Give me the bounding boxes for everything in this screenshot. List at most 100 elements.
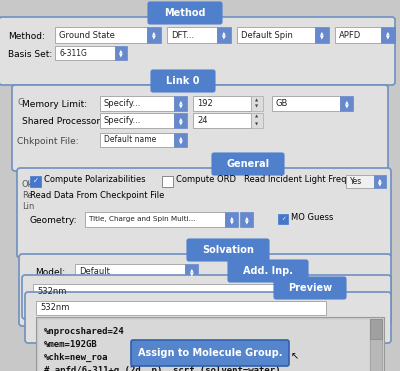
Text: ▲: ▲	[119, 49, 123, 53]
Text: ▼: ▼	[256, 105, 258, 109]
Bar	[174, 96, 187, 111]
Text: Compute Polarizabilities: Compute Polarizabilities	[44, 175, 146, 184]
Text: ▼: ▼	[179, 103, 182, 108]
Text: 24: 24	[197, 116, 208, 125]
Text: Method:: Method:	[8, 32, 45, 41]
Text: ▲: ▲	[222, 30, 226, 36]
Text: Shared Processors:: Shared Processors:	[22, 117, 108, 126]
FancyBboxPatch shape	[212, 153, 284, 175]
Text: Add. Inp.: Add. Inp.	[243, 266, 293, 276]
Text: GB: GB	[276, 99, 288, 108]
Text: DFT...: DFT...	[171, 30, 194, 39]
Text: Read Data From Checkpoint File: Read Data From Checkpoint File	[30, 191, 164, 200]
Text: ▲: ▲	[386, 30, 390, 36]
Text: %nprocshared=24: %nprocshared=24	[44, 327, 125, 336]
FancyBboxPatch shape	[19, 254, 391, 326]
Text: Re: Re	[22, 191, 33, 200]
Text: # apfd/6-311+g (2d, p)  scrf (solvent=water): # apfd/6-311+g (2d, p) scrf (solvent=wat…	[44, 366, 280, 371]
Text: MO Guess: MO Guess	[291, 213, 333, 222]
Bar	[75, 264, 185, 280]
Text: ↖: ↖	[291, 351, 299, 361]
Text: 192: 192	[197, 99, 213, 108]
Text: ▼: ▼	[320, 35, 324, 39]
Text: ▲: ▲	[179, 99, 182, 104]
Bar	[374, 175, 386, 188]
Text: ▲: ▲	[179, 116, 182, 121]
Text: Compute ORD: Compute ORD	[176, 175, 236, 184]
Bar	[251, 113, 263, 128]
Bar	[240, 212, 253, 227]
Text: Geometry:: Geometry:	[30, 216, 78, 225]
Text: Link 0: Link 0	[166, 76, 200, 86]
Text: Lin: Lin	[22, 202, 34, 211]
Text: ▼: ▼	[179, 139, 182, 144]
FancyBboxPatch shape	[228, 260, 308, 282]
Text: ▲: ▲	[230, 215, 233, 220]
Bar	[33, 284, 313, 298]
Bar	[100, 133, 174, 147]
Bar	[381, 27, 395, 43]
FancyBboxPatch shape	[0, 17, 395, 85]
FancyBboxPatch shape	[131, 340, 289, 366]
Bar	[370, 319, 382, 371]
Bar	[335, 27, 381, 43]
Text: Chkpoint File:: Chkpoint File:	[17, 137, 79, 146]
Bar	[272, 96, 340, 111]
Bar	[251, 96, 263, 111]
Text: Basis Set:: Basis Set:	[8, 50, 52, 59]
Text: ▼: ▼	[179, 120, 182, 125]
Text: %mem=192GB: %mem=192GB	[44, 340, 98, 349]
Text: Read Incident Light Freqs: Read Incident Light Freqs	[244, 175, 351, 184]
Bar	[237, 27, 315, 43]
Text: ▲: ▲	[378, 177, 382, 182]
FancyBboxPatch shape	[22, 275, 391, 319]
Text: C: C	[17, 98, 23, 107]
Text: Specify...: Specify...	[104, 99, 141, 108]
Text: Ok: Ok	[22, 180, 34, 189]
Text: ▲: ▲	[256, 115, 258, 119]
Text: Memory Limit:: Memory Limit:	[22, 100, 87, 109]
Bar	[147, 27, 161, 43]
Text: Specify...: Specify...	[104, 116, 141, 125]
Bar	[38, 319, 370, 371]
Text: Default name: Default name	[104, 135, 156, 144]
Bar	[55, 46, 115, 60]
Bar	[100, 113, 174, 128]
FancyBboxPatch shape	[17, 168, 391, 258]
Text: ▲: ▲	[152, 30, 156, 36]
Text: ▼: ▼	[386, 35, 390, 39]
Bar	[162, 176, 173, 187]
Text: %chk=new_roa: %chk=new_roa	[44, 353, 108, 362]
Bar	[36, 317, 384, 371]
Bar	[217, 27, 231, 43]
Text: Ground State: Ground State	[59, 30, 115, 39]
Text: 532nm: 532nm	[40, 303, 69, 312]
Bar	[36, 301, 326, 315]
Text: ▲: ▲	[190, 267, 193, 273]
Bar	[167, 27, 217, 43]
Text: ▲: ▲	[190, 286, 193, 290]
Text: 532nm: 532nm	[37, 286, 66, 295]
Text: Water: Water	[79, 286, 104, 295]
Text: Yes: Yes	[350, 177, 362, 186]
Text: APFD: APFD	[339, 30, 361, 39]
Bar	[278, 214, 288, 224]
Text: ▼: ▼	[190, 272, 193, 276]
Bar	[185, 264, 198, 280]
Text: ▼: ▼	[245, 219, 248, 224]
Text: ▲: ▲	[345, 99, 348, 104]
Bar	[340, 96, 353, 111]
Bar	[174, 133, 187, 147]
Text: ▲: ▲	[256, 98, 258, 102]
Text: ▲: ▲	[320, 30, 324, 36]
Bar	[75, 282, 185, 298]
Text: Assign to Molecule Group.: Assign to Molecule Group.	[138, 348, 282, 358]
Text: Method: Method	[164, 8, 206, 18]
Text: Solvent:: Solvent:	[35, 286, 72, 295]
FancyBboxPatch shape	[12, 85, 388, 171]
Text: Title, Charge and Spin Multi...: Title, Charge and Spin Multi...	[89, 217, 195, 223]
Bar	[315, 27, 329, 43]
Text: Solvation: Solvation	[202, 245, 254, 255]
Text: ▼: ▼	[190, 289, 193, 295]
Text: ▲: ▲	[179, 135, 182, 141]
